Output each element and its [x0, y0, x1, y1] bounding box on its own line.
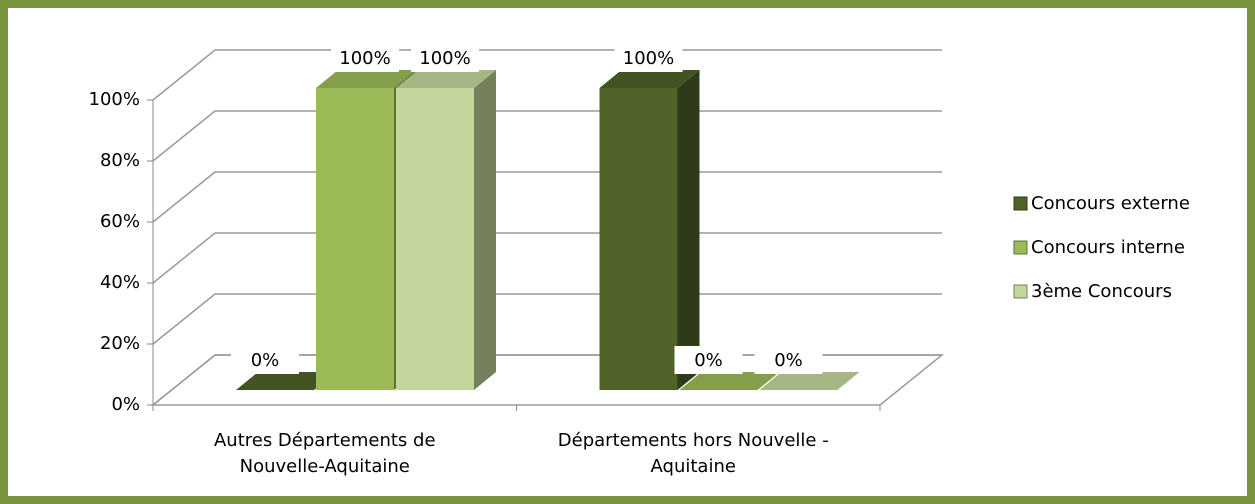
legend-label: 3ème Concours	[1031, 281, 1172, 302]
bar-side	[677, 70, 700, 390]
bar-top	[679, 372, 780, 390]
value-label-box	[331, 44, 399, 72]
bar	[599, 88, 678, 390]
bar-top	[316, 70, 416, 88]
value-label: 0%	[251, 350, 280, 371]
bar	[396, 88, 474, 390]
value-label-box	[674, 346, 743, 374]
value-label: 0%	[774, 350, 803, 371]
y-tick-label: 100%	[89, 89, 140, 110]
value-label-box	[754, 346, 823, 374]
grid-line	[152, 232, 942, 284]
y-tick-label: 60%	[100, 211, 140, 232]
legend-swatch	[1013, 196, 1028, 211]
value-label: 0%	[694, 350, 723, 371]
legend-swatch	[1013, 284, 1028, 299]
y-tick-label: 0%	[111, 394, 140, 415]
value-label-box	[231, 346, 299, 374]
grid-line	[152, 49, 942, 101]
grid-line	[152, 171, 942, 223]
legend-label: Concours externe	[1031, 193, 1190, 214]
value-label-box	[614, 44, 683, 72]
value-label: 100%	[339, 48, 390, 69]
value-label-box	[411, 44, 479, 72]
y-tick-label: 20%	[100, 333, 140, 354]
x-tick-label: Départements hors Nouvelle - Aquitaine	[557, 430, 829, 477]
legend-swatch	[1013, 240, 1028, 255]
grid-line	[152, 293, 942, 345]
y-tick-label: 80%	[100, 150, 140, 171]
grid-line	[152, 110, 942, 162]
bar	[316, 88, 394, 390]
bar-top	[599, 70, 700, 88]
value-label: 100%	[419, 48, 470, 69]
bar-top	[396, 70, 496, 88]
bar-top	[759, 372, 860, 390]
legend-label: Concours interne	[1031, 237, 1185, 258]
value-label: 100%	[623, 48, 674, 69]
x-tick-label: Autres Départements de Nouvelle-Aquitain…	[213, 430, 436, 477]
bar-top	[236, 372, 336, 390]
bar-side	[474, 70, 496, 390]
y-tick-label: 40%	[100, 272, 140, 293]
